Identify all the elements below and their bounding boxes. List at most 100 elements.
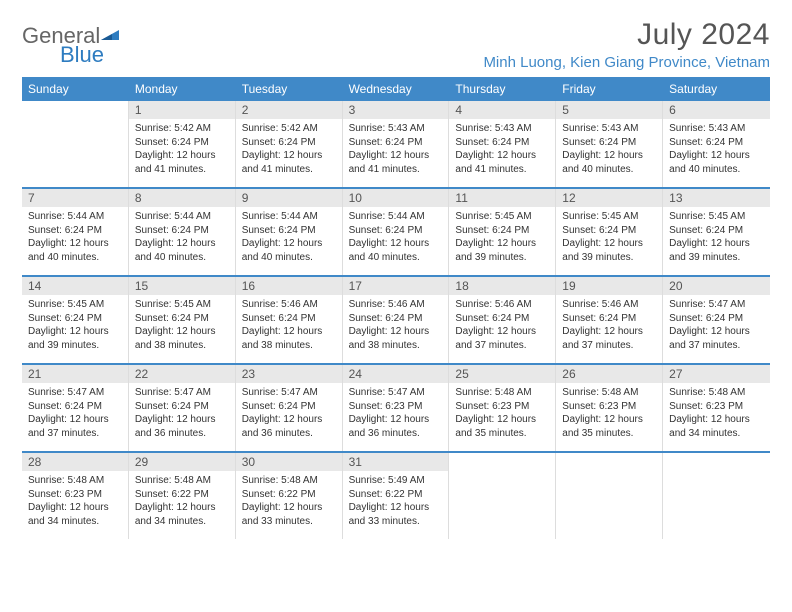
sunset-text: Sunset: 6:23 PM — [349, 400, 443, 414]
calendar-cell: 29Sunrise: 5:48 AMSunset: 6:22 PMDayligh… — [129, 453, 236, 539]
daylight-text: Daylight: 12 hours and 37 minutes. — [669, 325, 764, 352]
day-info: Sunrise: 5:48 AMSunset: 6:22 PMDaylight:… — [236, 471, 342, 532]
sunrise-text: Sunrise: 5:43 AM — [455, 122, 549, 136]
day-info: Sunrise: 5:46 AMSunset: 6:24 PMDaylight:… — [556, 295, 662, 356]
daylight-text: Daylight: 12 hours and 38 minutes. — [135, 325, 229, 352]
day-number — [663, 453, 770, 457]
day-number: 25 — [449, 365, 555, 383]
day-number — [556, 453, 662, 457]
day-number: 19 — [556, 277, 662, 295]
sunrise-text: Sunrise: 5:46 AM — [242, 298, 336, 312]
day-number: 18 — [449, 277, 555, 295]
sunset-text: Sunset: 6:24 PM — [242, 136, 336, 150]
calendar-week: 21Sunrise: 5:47 AMSunset: 6:24 PMDayligh… — [22, 363, 770, 451]
calendar-cell: 20Sunrise: 5:47 AMSunset: 6:24 PMDayligh… — [663, 277, 770, 363]
day-info: Sunrise: 5:44 AMSunset: 6:24 PMDaylight:… — [343, 207, 449, 268]
calendar-cell: 27Sunrise: 5:48 AMSunset: 6:23 PMDayligh… — [663, 365, 770, 451]
sunrise-text: Sunrise: 5:48 AM — [562, 386, 656, 400]
sunrise-text: Sunrise: 5:42 AM — [242, 122, 336, 136]
day-info: Sunrise: 5:48 AMSunset: 6:23 PMDaylight:… — [663, 383, 770, 444]
day-number: 1 — [129, 101, 235, 119]
calendar-cell: 25Sunrise: 5:48 AMSunset: 6:23 PMDayligh… — [449, 365, 556, 451]
weekday-mon: Monday — [129, 77, 236, 101]
sunrise-text: Sunrise: 5:47 AM — [135, 386, 229, 400]
sunrise-text: Sunrise: 5:43 AM — [349, 122, 443, 136]
sunrise-text: Sunrise: 5:44 AM — [135, 210, 229, 224]
daylight-text: Daylight: 12 hours and 38 minutes. — [242, 325, 336, 352]
daylight-text: Daylight: 12 hours and 39 minutes. — [455, 237, 549, 264]
day-number: 21 — [22, 365, 128, 383]
sunset-text: Sunset: 6:24 PM — [455, 136, 549, 150]
weekday-header: Sunday Monday Tuesday Wednesday Thursday… — [22, 77, 770, 101]
calendar-cell: 22Sunrise: 5:47 AMSunset: 6:24 PMDayligh… — [129, 365, 236, 451]
calendar-cell: 3Sunrise: 5:43 AMSunset: 6:24 PMDaylight… — [343, 101, 450, 187]
sunset-text: Sunset: 6:24 PM — [349, 224, 443, 238]
calendar-cell: 30Sunrise: 5:48 AMSunset: 6:22 PMDayligh… — [236, 453, 343, 539]
daylight-text: Daylight: 12 hours and 33 minutes. — [242, 501, 336, 528]
sunrise-text: Sunrise: 5:45 AM — [135, 298, 229, 312]
sunset-text: Sunset: 6:24 PM — [349, 312, 443, 326]
day-number: 20 — [663, 277, 770, 295]
day-number: 4 — [449, 101, 555, 119]
day-number: 29 — [129, 453, 235, 471]
calendar-week: 14Sunrise: 5:45 AMSunset: 6:24 PMDayligh… — [22, 275, 770, 363]
day-info: Sunrise: 5:42 AMSunset: 6:24 PMDaylight:… — [236, 119, 342, 180]
daylight-text: Daylight: 12 hours and 41 minutes. — [455, 149, 549, 176]
daylight-text: Daylight: 12 hours and 40 minutes. — [28, 237, 122, 264]
calendar-cell: 1Sunrise: 5:42 AMSunset: 6:24 PMDaylight… — [129, 101, 236, 187]
calendar-cell: 14Sunrise: 5:45 AMSunset: 6:24 PMDayligh… — [22, 277, 129, 363]
sunset-text: Sunset: 6:23 PM — [669, 400, 764, 414]
daylight-text: Daylight: 12 hours and 39 minutes. — [669, 237, 764, 264]
daylight-text: Daylight: 12 hours and 41 minutes. — [349, 149, 443, 176]
day-info: Sunrise: 5:45 AMSunset: 6:24 PMDaylight:… — [129, 295, 235, 356]
day-info: Sunrise: 5:46 AMSunset: 6:24 PMDaylight:… — [449, 295, 555, 356]
calendar-cell: 21Sunrise: 5:47 AMSunset: 6:24 PMDayligh… — [22, 365, 129, 451]
sunrise-text: Sunrise: 5:46 AM — [349, 298, 443, 312]
weeks-container: 1Sunrise: 5:42 AMSunset: 6:24 PMDaylight… — [22, 101, 770, 539]
day-info: Sunrise: 5:47 AMSunset: 6:24 PMDaylight:… — [129, 383, 235, 444]
day-info: Sunrise: 5:49 AMSunset: 6:22 PMDaylight:… — [343, 471, 449, 532]
day-number: 15 — [129, 277, 235, 295]
day-number: 17 — [343, 277, 449, 295]
calendar-cell: 31Sunrise: 5:49 AMSunset: 6:22 PMDayligh… — [343, 453, 450, 539]
sunset-text: Sunset: 6:22 PM — [242, 488, 336, 502]
sunset-text: Sunset: 6:24 PM — [28, 312, 122, 326]
sunrise-text: Sunrise: 5:45 AM — [562, 210, 656, 224]
daylight-text: Daylight: 12 hours and 39 minutes. — [562, 237, 656, 264]
day-info: Sunrise: 5:43 AMSunset: 6:24 PMDaylight:… — [449, 119, 555, 180]
day-info: Sunrise: 5:46 AMSunset: 6:24 PMDaylight:… — [343, 295, 449, 356]
sunrise-text: Sunrise: 5:43 AM — [562, 122, 656, 136]
sunrise-text: Sunrise: 5:45 AM — [455, 210, 549, 224]
sunset-text: Sunset: 6:24 PM — [669, 224, 764, 238]
calendar-cell: 4Sunrise: 5:43 AMSunset: 6:24 PMDaylight… — [449, 101, 556, 187]
sunrise-text: Sunrise: 5:44 AM — [242, 210, 336, 224]
day-info: Sunrise: 5:46 AMSunset: 6:24 PMDaylight:… — [236, 295, 342, 356]
sunset-text: Sunset: 6:24 PM — [455, 224, 549, 238]
day-info: Sunrise: 5:45 AMSunset: 6:24 PMDaylight:… — [663, 207, 770, 268]
sunset-text: Sunset: 6:24 PM — [669, 136, 764, 150]
sunrise-text: Sunrise: 5:48 AM — [135, 474, 229, 488]
day-number: 6 — [663, 101, 770, 119]
day-info: Sunrise: 5:44 AMSunset: 6:24 PMDaylight:… — [22, 207, 128, 268]
sunrise-text: Sunrise: 5:48 AM — [455, 386, 549, 400]
calendar-cell — [449, 453, 556, 539]
day-info: Sunrise: 5:48 AMSunset: 6:23 PMDaylight:… — [449, 383, 555, 444]
day-info: Sunrise: 5:48 AMSunset: 6:23 PMDaylight:… — [22, 471, 128, 532]
daylight-text: Daylight: 12 hours and 34 minutes. — [135, 501, 229, 528]
calendar-cell: 15Sunrise: 5:45 AMSunset: 6:24 PMDayligh… — [129, 277, 236, 363]
day-number: 9 — [236, 189, 342, 207]
calendar-cell: 26Sunrise: 5:48 AMSunset: 6:23 PMDayligh… — [556, 365, 663, 451]
daylight-text: Daylight: 12 hours and 40 minutes. — [135, 237, 229, 264]
daylight-text: Daylight: 12 hours and 37 minutes. — [455, 325, 549, 352]
weekday-fri: Friday — [556, 77, 663, 101]
sunset-text: Sunset: 6:24 PM — [562, 312, 656, 326]
day-info: Sunrise: 5:47 AMSunset: 6:24 PMDaylight:… — [22, 383, 128, 444]
day-number: 7 — [22, 189, 128, 207]
calendar-cell: 12Sunrise: 5:45 AMSunset: 6:24 PMDayligh… — [556, 189, 663, 275]
day-info: Sunrise: 5:42 AMSunset: 6:24 PMDaylight:… — [129, 119, 235, 180]
calendar-cell: 28Sunrise: 5:48 AMSunset: 6:23 PMDayligh… — [22, 453, 129, 539]
sunrise-text: Sunrise: 5:47 AM — [669, 298, 764, 312]
sunrise-text: Sunrise: 5:46 AM — [455, 298, 549, 312]
calendar-cell — [663, 453, 770, 539]
day-number: 11 — [449, 189, 555, 207]
